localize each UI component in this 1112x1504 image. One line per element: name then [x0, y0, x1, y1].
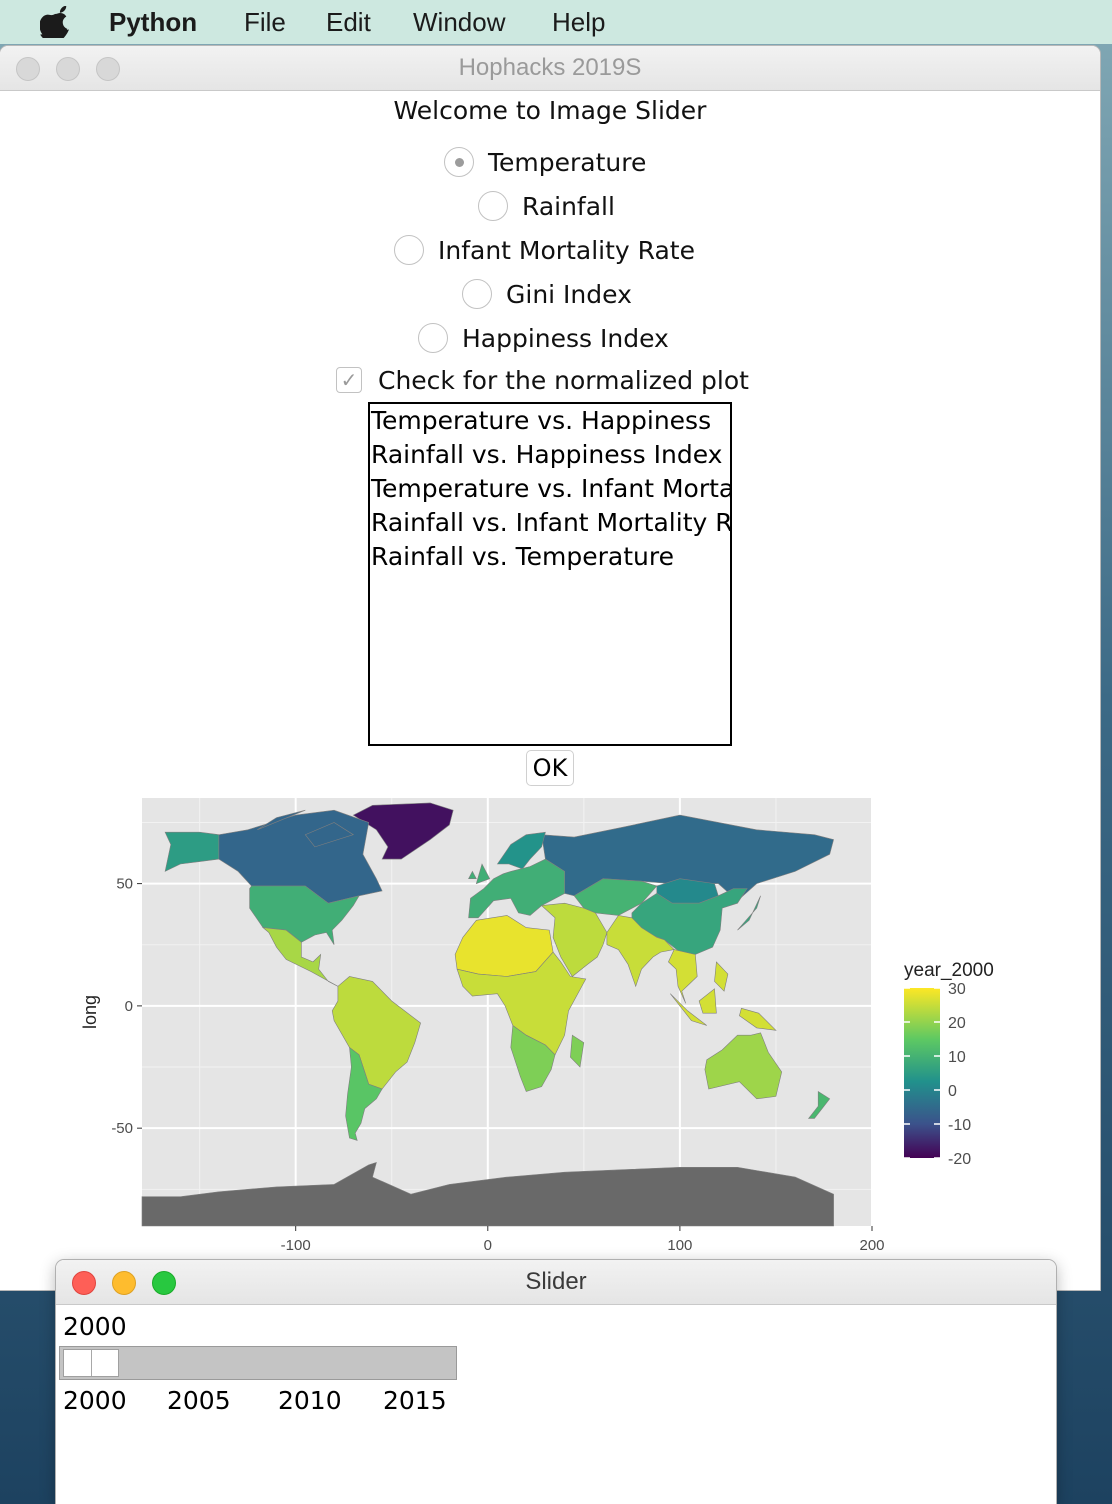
legend-tick-label: 30 [948, 981, 966, 998]
radio-label: Happiness Index [462, 323, 669, 353]
slider-tick-label: 2010 [278, 1386, 342, 1415]
radio-button[interactable] [418, 323, 448, 353]
region-mexico [262, 927, 339, 987]
normalized-plot-checkbox[interactable]: ✓ [336, 367, 362, 393]
list-item[interactable]: Rainfall vs. Temperature [371, 542, 674, 571]
year-slider[interactable] [59, 1346, 457, 1380]
region-southeast-asia-island [714, 961, 729, 992]
menu-window[interactable]: Window [413, 7, 506, 37]
radio-gini-index[interactable]: Gini Index [462, 274, 632, 314]
radio-button[interactable] [394, 235, 424, 265]
region-africa [456, 951, 587, 1056]
region-india [606, 915, 675, 988]
region-alaska [164, 831, 220, 872]
legend-tick-label: -10 [948, 1117, 971, 1134]
x-tick-label: -100 [281, 1237, 311, 1254]
menu-file[interactable]: File [244, 7, 286, 37]
radio-button[interactable] [462, 279, 492, 309]
menu-bar: Python File Edit Window Help [0, 0, 1112, 44]
close-button[interactable] [72, 1271, 96, 1295]
legend-tick-label: 10 [948, 1049, 966, 1066]
radio-button[interactable] [444, 147, 474, 177]
slider-tick-label: 2005 [167, 1386, 231, 1415]
main-window-titlebar[interactable]: Hophacks 2019S [0, 46, 1100, 91]
region-southeast-asia-island [739, 1007, 777, 1031]
y-tick-label: 0 [125, 998, 133, 1015]
region-southern-africa-island [570, 1034, 585, 1068]
x-tick-label: 100 [667, 1237, 692, 1254]
checkbox-label: Check for the normalized plot [378, 365, 749, 395]
x-tick-label: 0 [484, 1237, 492, 1254]
region-southern-africa [510, 1024, 556, 1092]
legend-tick-label: -20 [948, 1151, 971, 1168]
region-china-island [737, 895, 761, 931]
list-item[interactable]: Temperature vs. Infant Mortality Rate [371, 474, 730, 503]
window-title: Slider [525, 1268, 587, 1295]
radio-rainfall[interactable]: Rainfall [478, 186, 615, 226]
y-tick-label: 50 [116, 876, 133, 893]
region-europe-island [468, 870, 477, 879]
radio-label: Infant Mortality Rate [438, 235, 695, 265]
plot-axes: -100 0 100 200 50 0 -50 [111, 876, 884, 1254]
region-argentina [345, 1046, 383, 1141]
welcome-heading: Welcome to Image Slider [393, 96, 707, 125]
comparison-listbox[interactable]: Temperature vs. Happiness Rainfall vs. H… [368, 402, 732, 746]
region-europe-island [475, 863, 491, 885]
radio-happiness-index[interactable]: Happiness Index [418, 318, 669, 358]
radio-label: Gini Index [506, 279, 632, 309]
region-scandinavia [496, 831, 546, 870]
minimize-button[interactable] [112, 1271, 136, 1295]
region-australia [704, 1032, 783, 1100]
region-middle-east [540, 902, 608, 977]
slider-value: 2000 [63, 1312, 127, 1341]
x-tick-label: 200 [859, 1237, 884, 1254]
list-item[interactable]: Rainfall vs. Infant Mortality Rate [371, 508, 730, 537]
menu-app-name[interactable]: Python [109, 7, 198, 37]
region-southeast-asia-island [698, 988, 717, 1014]
main-window: Hophacks 2019S Welcome to Image Slider T… [0, 46, 1100, 1290]
list-item[interactable]: Temperature vs. Happiness [371, 406, 712, 435]
radio-label: Temperature [488, 147, 647, 177]
region-greenland [352, 802, 454, 860]
window-title: Hophacks 2019S [458, 54, 642, 81]
radio-button[interactable] [478, 191, 508, 221]
map-plot: -100 0 100 200 50 0 -50 long year_2000 30 20 10 0… [76, 794, 1036, 1264]
close-button[interactable] [16, 57, 40, 81]
radio-infant-mortality[interactable]: Infant Mortality Rate [394, 230, 695, 270]
region-europe [468, 858, 565, 919]
region-canada-island [257, 809, 306, 831]
slider-window: Slider 2000 2000 2005 2010 2015 [56, 1260, 1056, 1504]
radio-label: Rainfall [522, 191, 615, 221]
slider-tick-label: 2000 [63, 1386, 127, 1415]
slider-window-titlebar[interactable]: Slider [56, 1260, 1056, 1305]
legend-title: year_2000 [904, 960, 994, 981]
list-item[interactable]: Rainfall vs. Happiness Index [371, 440, 723, 469]
menu-help[interactable]: Help [552, 7, 606, 37]
region-southeast-asia [668, 949, 698, 1004]
region-antarctica [141, 1161, 834, 1227]
radio-temperature[interactable]: Temperature [444, 142, 646, 182]
legend-colorbar [904, 988, 940, 1158]
ok-button[interactable]: OK [526, 750, 574, 786]
slider-thumb[interactable] [63, 1349, 119, 1377]
menu-edit[interactable]: Edit [326, 7, 371, 37]
zoom-button[interactable] [96, 57, 120, 81]
map-land [141, 802, 834, 1227]
y-tick-label: -50 [111, 1120, 133, 1137]
y-axis-label: long [80, 995, 100, 1029]
region-south-america [331, 976, 421, 1090]
normalized-plot-checkbox-row[interactable]: ✓ Check for the normalized plot [336, 362, 749, 398]
legend-ticks: 30 20 10 0 -10 -20 [904, 981, 971, 1168]
region-canada-island [304, 822, 355, 848]
minimize-button[interactable] [56, 57, 80, 81]
zoom-button[interactable] [152, 1271, 176, 1295]
apple-icon[interactable] [40, 6, 70, 38]
slider-tick-label: 2015 [383, 1386, 447, 1415]
region-southeast-asia-island [670, 993, 707, 1026]
legend-tick-label: 20 [948, 1015, 966, 1032]
region-new-zealand [807, 1090, 831, 1119]
legend-tick-label: 0 [948, 1083, 957, 1100]
